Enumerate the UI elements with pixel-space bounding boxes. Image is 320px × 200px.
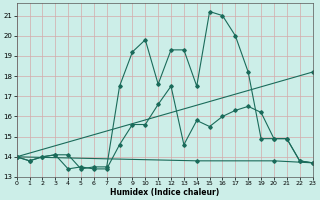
X-axis label: Humidex (Indice chaleur): Humidex (Indice chaleur) [110, 188, 219, 197]
